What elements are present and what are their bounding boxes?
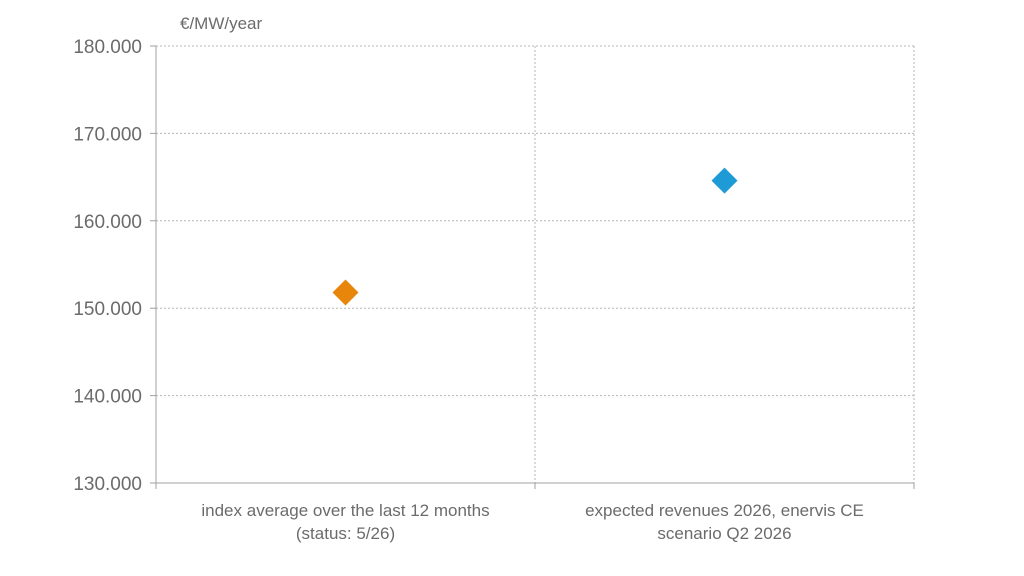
data-point-diamond <box>332 279 359 306</box>
x-tick-label: index average over the last 12 months (st… <box>201 501 489 543</box>
y-tick-label: 140.000 <box>73 387 142 408</box>
data-points <box>332 167 738 306</box>
y-tick-label: 130.000 <box>73 474 142 495</box>
y-tick-labels: 130.000 140.000 150.000 160.000 170.000 180.0… <box>73 37 142 495</box>
grid-lines <box>156 45 915 483</box>
axes <box>150 45 915 489</box>
data-point-diamond <box>711 167 738 194</box>
y-tick-label: 170.000 <box>73 124 142 145</box>
y-tick-label: 160.000 <box>73 212 142 233</box>
x-tick-labels: index average over the last 12 months (st… <box>201 501 864 543</box>
x-tick-label: expected revenues 2026, enervis CE scenar… <box>585 501 864 543</box>
y-axis-unit-label: €/MW/year <box>180 14 263 33</box>
y-tick-label: 180.000 <box>73 37 142 58</box>
y-tick-label: 150.000 <box>73 299 142 320</box>
